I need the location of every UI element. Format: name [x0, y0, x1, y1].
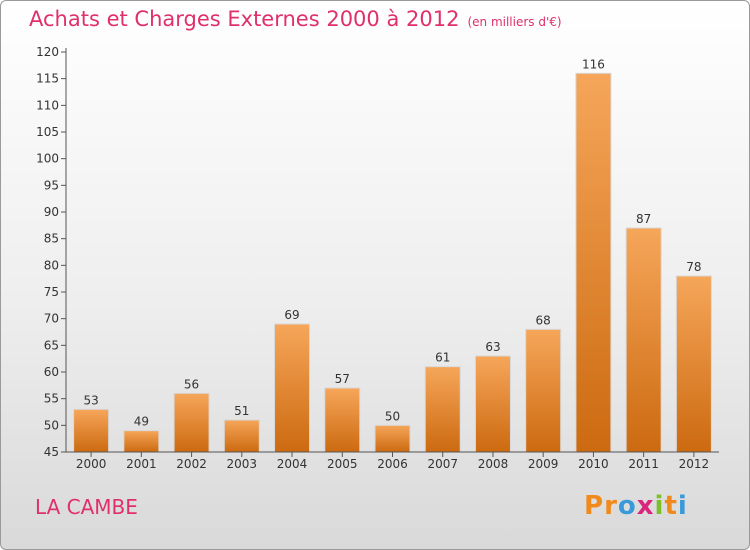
- value-label-2004: 69: [284, 308, 299, 322]
- x-tick-label-2006: 2006: [377, 457, 408, 471]
- y-tick-label: 55: [44, 392, 59, 406]
- y-tick-label: 120: [36, 45, 59, 59]
- bar-2001: [123, 430, 160, 453]
- x-tick-label-2007: 2007: [427, 457, 458, 471]
- logo-letter: o: [617, 491, 637, 521]
- y-tick-label: 85: [44, 232, 59, 246]
- y-tick-label: 65: [44, 338, 59, 352]
- x-tick-label-2001: 2001: [126, 457, 157, 471]
- y-tick-label: 90: [44, 205, 59, 219]
- x-tick-label-2003: 2003: [227, 457, 258, 471]
- bar-2006: [374, 424, 411, 453]
- logo-letter: t: [664, 491, 678, 521]
- logo-letter: i: [677, 491, 688, 521]
- bar-2005: [324, 387, 361, 453]
- bar-2009: [525, 328, 562, 453]
- chart-title: Achats et Charges Externes 2000 à 2012 (e…: [29, 7, 562, 31]
- y-tick-label: 75: [44, 285, 59, 299]
- bar-2003: [223, 419, 260, 453]
- y-tick-label: 110: [36, 98, 59, 112]
- value-label-2007: 61: [435, 351, 450, 365]
- y-tick-label: 95: [44, 178, 59, 192]
- value-label-2011: 87: [636, 212, 651, 226]
- bar-2000: [73, 408, 110, 453]
- value-label-2002: 56: [184, 377, 199, 391]
- bar-2012: [675, 275, 712, 453]
- y-tick-label: 80: [44, 258, 59, 272]
- bar-2008: [474, 355, 511, 453]
- value-label-2012: 78: [686, 260, 701, 274]
- y-tick-label: 45: [44, 445, 59, 459]
- logo-letter: x: [636, 491, 655, 521]
- proxiti-logo[interactable]: Proxiti: [584, 491, 688, 521]
- value-label-2009: 68: [536, 313, 551, 327]
- y-axis: 45 50 55 60 65 70 75 80 85 90 95 100 105 110 115 120: [36, 45, 67, 459]
- x-tick-label-2008: 2008: [478, 457, 509, 471]
- y-tick-label: 115: [36, 72, 59, 86]
- value-label-2003: 51: [234, 404, 249, 418]
- bar-2011: [625, 227, 662, 453]
- value-label-2006: 50: [385, 409, 400, 423]
- bar-2010: [575, 72, 612, 453]
- x-tick-label-2009: 2009: [528, 457, 559, 471]
- x-tick-label-2011: 2011: [628, 457, 659, 471]
- y-tick-label: 105: [36, 125, 59, 139]
- bar-2004: [274, 323, 311, 453]
- x-tick-label-2005: 2005: [327, 457, 358, 471]
- chart-unit: (en milliers d'€): [467, 15, 562, 29]
- value-label-2001: 49: [134, 415, 149, 429]
- y-tick-label: 50: [44, 418, 59, 432]
- bars: 53 49 56 51 69 57 50 61 63 68 116 87 78: [73, 57, 712, 453]
- x-tick-label-2010: 2010: [578, 457, 609, 471]
- bar-2002: [173, 392, 210, 453]
- x-tick-label-2002: 2002: [176, 457, 207, 471]
- x-tick-label-2000: 2000: [76, 457, 107, 471]
- value-label-2008: 63: [485, 340, 500, 354]
- commune-name: LA CAMBE: [35, 495, 138, 519]
- x-tick-label-2012: 2012: [679, 457, 710, 471]
- y-tick-label: 100: [36, 152, 59, 166]
- value-label-2005: 57: [335, 372, 350, 386]
- logo-letter: r: [604, 491, 618, 521]
- logo-letter: i: [654, 491, 665, 521]
- value-label-2000: 53: [83, 393, 98, 407]
- bar-2007: [424, 366, 461, 453]
- x-tick-label-2004: 2004: [277, 457, 308, 471]
- logo-letter: P: [584, 491, 605, 521]
- value-label-2010: 116: [582, 57, 605, 71]
- chart-title-text: Achats et Charges Externes 2000 à 2012: [29, 7, 460, 31]
- y-tick-label: 60: [44, 365, 59, 379]
- x-axis: 2000 2001 2002 2003 2004 2005 2006 2007 2008 2009…: [66, 451, 719, 471]
- y-tick-label: 70: [44, 312, 59, 326]
